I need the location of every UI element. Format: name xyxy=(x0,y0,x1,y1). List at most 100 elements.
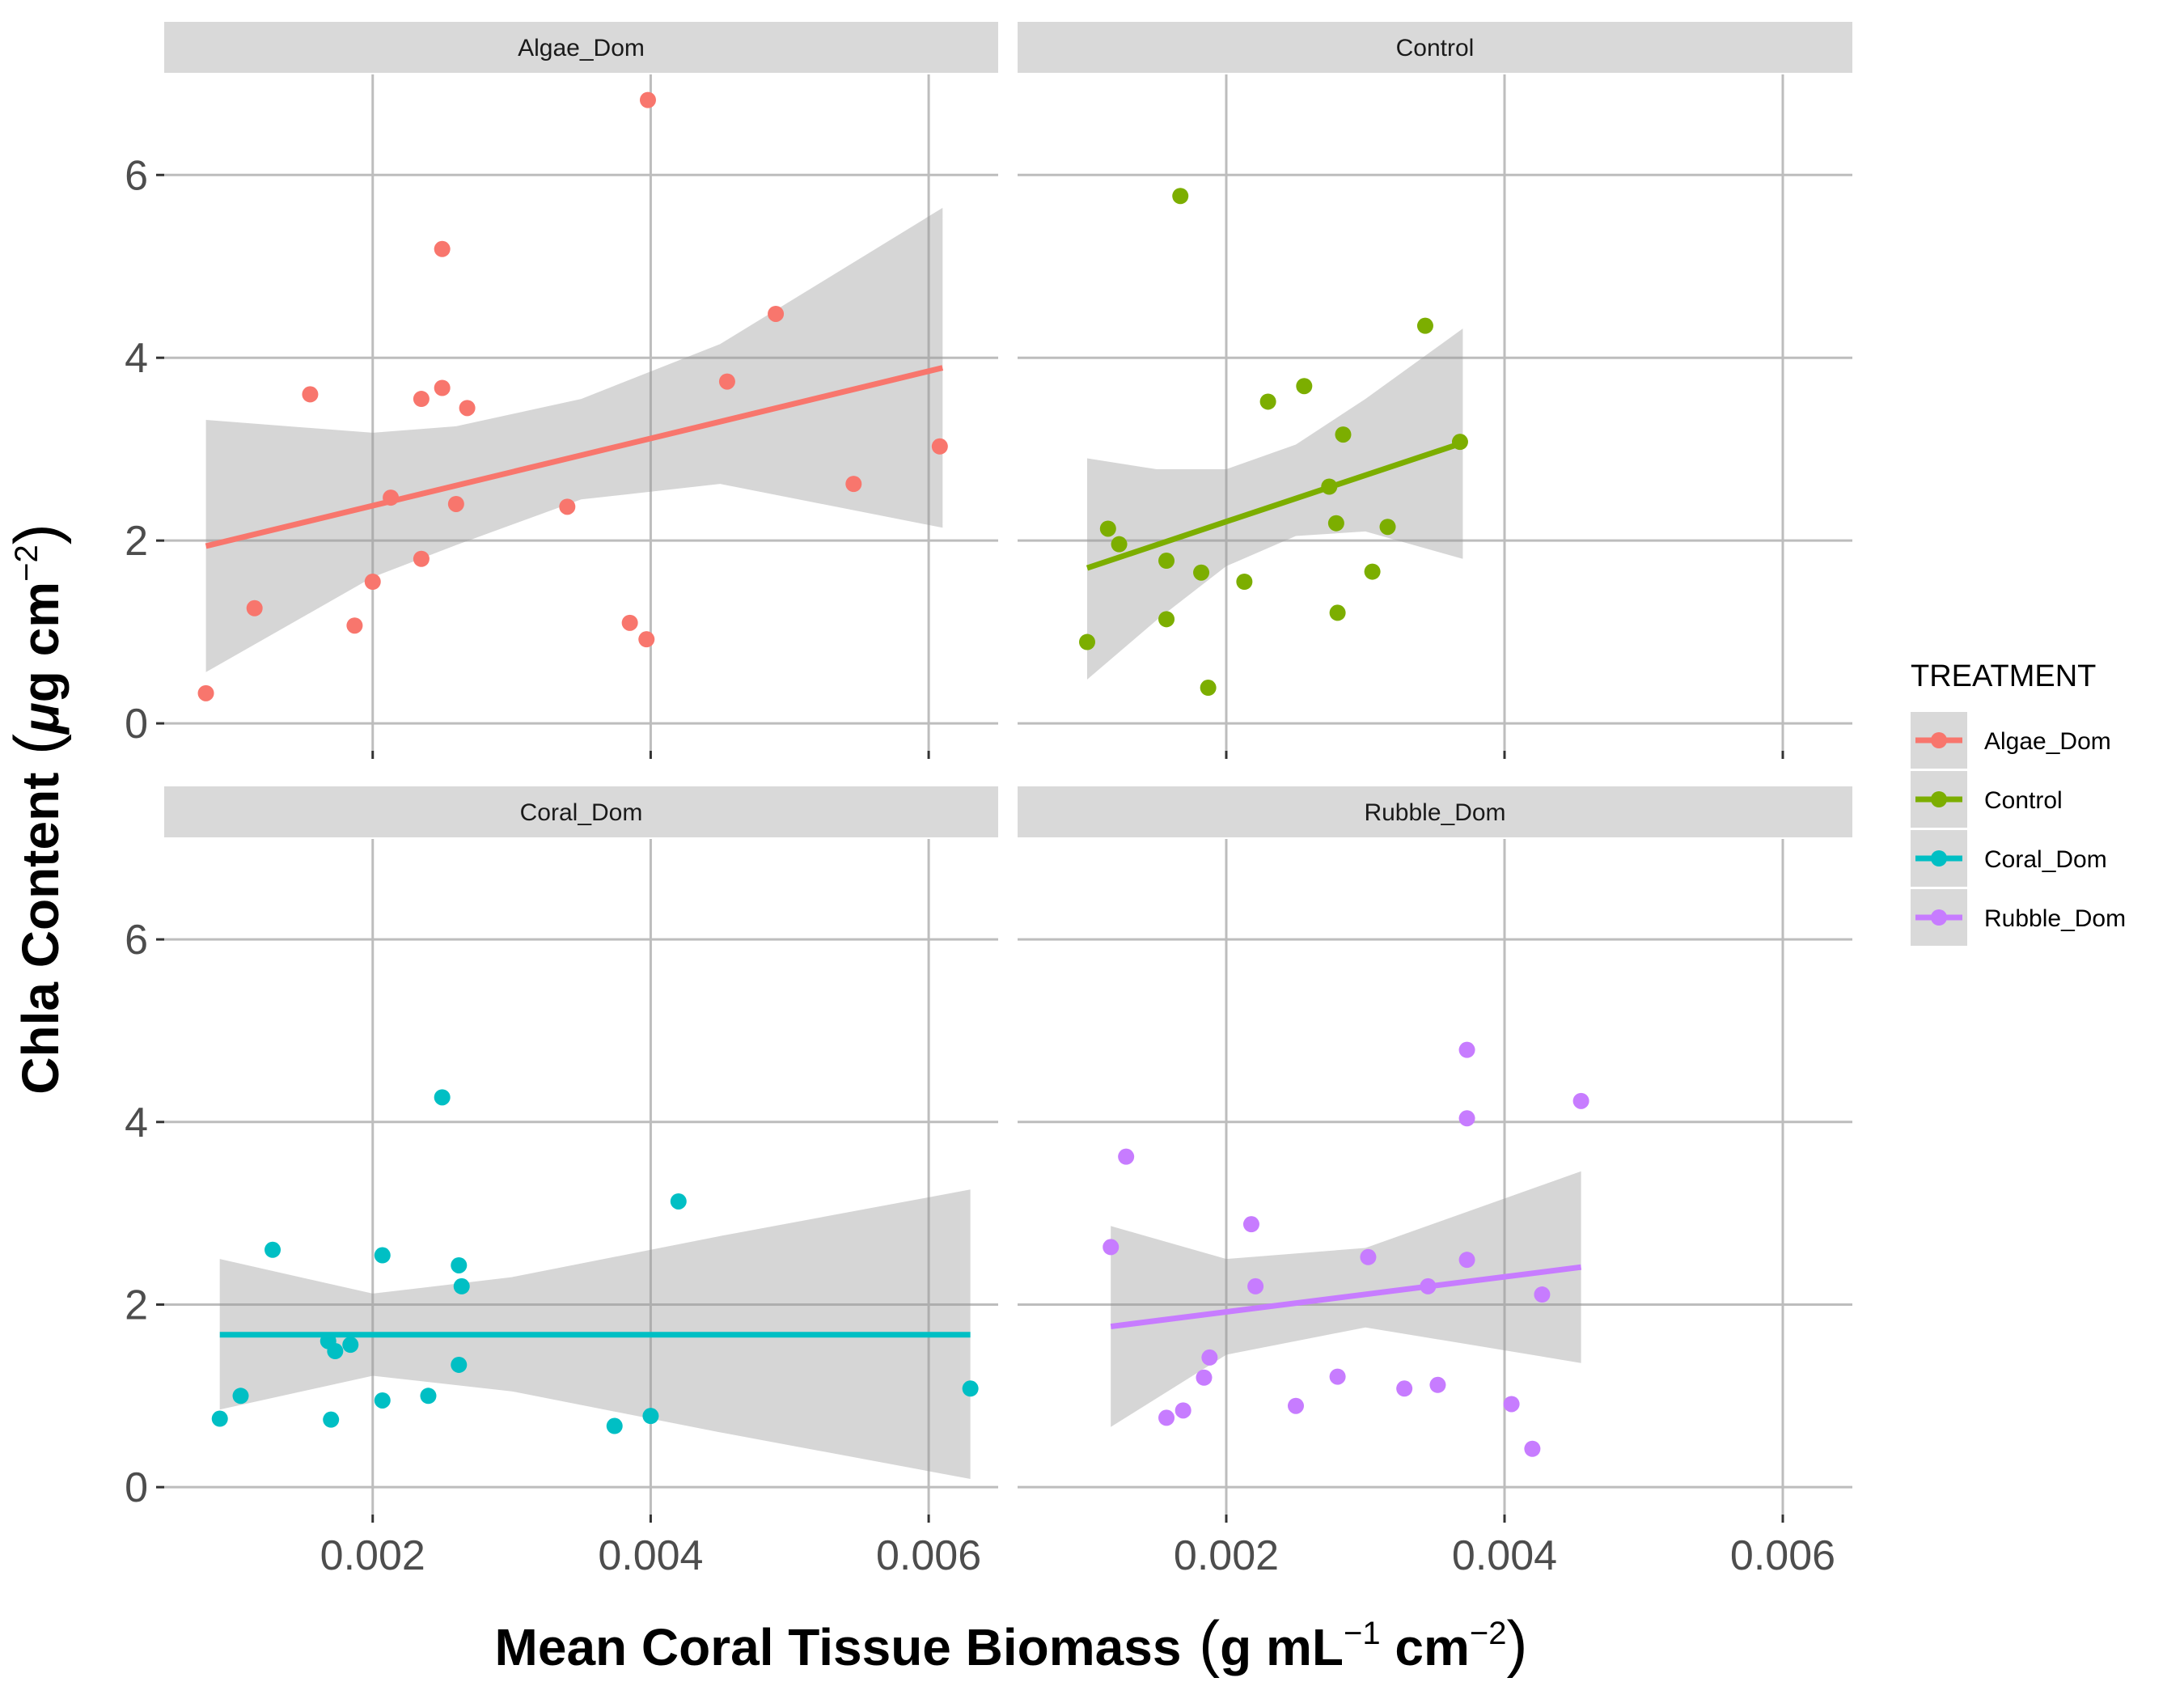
confidence-band xyxy=(205,207,943,672)
legend-label: Rubble_Dom xyxy=(1984,905,2126,932)
data-point xyxy=(1201,1349,1218,1366)
legend-key-point xyxy=(1931,850,1947,866)
data-point xyxy=(1079,633,1095,650)
data-point xyxy=(1099,520,1116,537)
data-point xyxy=(374,1392,391,1409)
data-point xyxy=(1158,611,1175,628)
data-point xyxy=(1379,519,1396,536)
data-point xyxy=(1327,515,1344,532)
facet-strip-label: Coral_Dom xyxy=(520,799,643,826)
data-point xyxy=(718,373,735,390)
y-tick-label: 2 xyxy=(125,1282,148,1328)
panel-background xyxy=(164,74,998,751)
legend-keys: Algae_Dom Control Coral_Dom Rubble_Dom xyxy=(1911,712,2126,946)
data-point xyxy=(1416,317,1433,334)
facet-strip-label: Algae_Dom xyxy=(518,35,645,61)
data-point xyxy=(1247,1277,1264,1294)
data-point xyxy=(642,1408,659,1425)
panel-background xyxy=(164,839,998,1515)
facet-strip-label: Control xyxy=(1396,35,1475,61)
data-point xyxy=(768,305,785,322)
data-point xyxy=(434,379,451,396)
data-point xyxy=(1458,1110,1475,1127)
y-tick-label: 0 xyxy=(125,1464,148,1511)
legend-item-Algae_Dom: Algae_Dom xyxy=(1911,712,2111,769)
legend-label: Control xyxy=(1984,787,2063,814)
data-point xyxy=(302,386,319,403)
data-point xyxy=(962,1380,979,1397)
data-point xyxy=(211,1410,228,1427)
data-point xyxy=(447,495,464,512)
data-point xyxy=(1296,378,1313,395)
facet-panel-Control: Control xyxy=(1018,22,1852,759)
data-point xyxy=(1396,1380,1413,1397)
data-point xyxy=(1329,1368,1346,1385)
legend-label: Algae_Dom xyxy=(1984,728,2111,755)
data-point xyxy=(1111,536,1128,553)
data-point xyxy=(1572,1092,1589,1109)
legend-key-point xyxy=(1931,909,1947,926)
data-point xyxy=(1420,1277,1437,1294)
data-point xyxy=(670,1193,687,1210)
data-point xyxy=(1158,553,1175,570)
data-point xyxy=(342,1337,359,1354)
facet-strip-label: Rubble_Dom xyxy=(1364,799,1505,826)
data-point xyxy=(1175,1402,1191,1419)
x-tick-label: 0.004 xyxy=(1452,1532,1557,1579)
data-point xyxy=(232,1388,249,1405)
data-point xyxy=(639,91,656,108)
data-point xyxy=(434,1089,451,1106)
y-tick-label: 6 xyxy=(125,152,148,199)
data-point xyxy=(1458,1252,1475,1269)
data-point xyxy=(1360,1248,1377,1265)
data-point xyxy=(346,617,363,634)
data-point xyxy=(1193,564,1210,581)
data-point xyxy=(413,391,430,408)
data-point xyxy=(374,1247,391,1264)
facet-strip xyxy=(1018,786,1852,837)
data-point xyxy=(364,574,381,590)
data-point xyxy=(413,550,430,567)
data-point xyxy=(1451,434,1468,451)
legend-item-Coral_Dom: Coral_Dom xyxy=(1911,830,2107,887)
data-point xyxy=(1259,393,1276,410)
data-point xyxy=(1172,188,1189,205)
data-point xyxy=(606,1417,623,1434)
x-tick-label: 0.002 xyxy=(1174,1532,1279,1579)
facet-strip xyxy=(1018,22,1852,73)
y-tick-label: 4 xyxy=(125,335,148,382)
x-tick-label: 0.002 xyxy=(320,1532,425,1579)
y-tick-label: 0 xyxy=(125,701,148,748)
panel-background xyxy=(1018,74,1852,751)
data-point xyxy=(1158,1409,1175,1426)
data-point xyxy=(327,1343,344,1360)
data-point xyxy=(638,631,655,648)
data-point xyxy=(451,1356,468,1373)
data-point xyxy=(1335,426,1352,443)
legend-key-point xyxy=(1931,791,1947,807)
data-point xyxy=(434,240,451,257)
x-tick-label: 0.004 xyxy=(598,1532,703,1579)
facet-panel-Coral_Dom: Coral_Dom 0 2 4 6 0.002 0.004 0.006 xyxy=(125,786,998,1579)
fit-line xyxy=(205,365,944,549)
data-point xyxy=(246,600,263,616)
legend-title: TREATMENT xyxy=(1911,659,2096,693)
data-point xyxy=(1118,1148,1135,1165)
legend-item-Control: Control xyxy=(1911,771,2063,828)
x-tick-label: 0.006 xyxy=(876,1532,981,1579)
data-point xyxy=(1524,1440,1541,1457)
data-point xyxy=(459,400,476,417)
data-point xyxy=(1534,1286,1551,1303)
data-point xyxy=(1103,1239,1120,1256)
data-point xyxy=(197,684,214,701)
facet-panel-Rubble_Dom: Rubble_Dom 0.002 0.004 0.006 xyxy=(1018,786,1852,1579)
data-point xyxy=(1196,1369,1213,1386)
data-point xyxy=(1329,604,1346,621)
data-point xyxy=(559,498,576,515)
y-tick-label: 4 xyxy=(125,1099,148,1146)
data-point xyxy=(845,476,862,493)
legend-key-point xyxy=(1931,732,1947,748)
legend: TREATMENT Algae_Dom Control Coral_Dom Rubbl… xyxy=(1911,659,2126,946)
y-axis-title: Chla Content (μg cm−2) xyxy=(1,523,72,1094)
